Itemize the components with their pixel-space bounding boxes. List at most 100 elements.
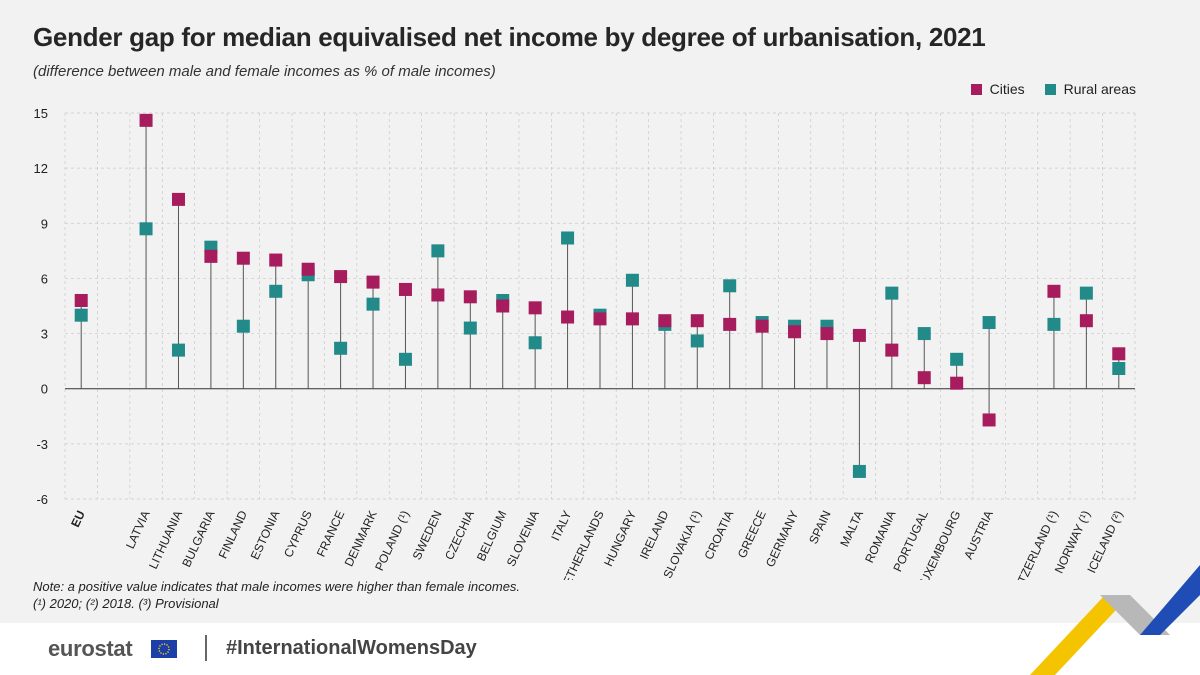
y-tick-label: -6 — [36, 492, 48, 507]
x-tick-label: SWEDEN — [410, 508, 445, 562]
cities-marker — [1047, 284, 1061, 298]
cities-marker — [301, 262, 315, 276]
x-tick-label: FRANCE — [314, 508, 348, 559]
legend-label-cities: Cities — [989, 81, 1025, 97]
cities-marker — [236, 251, 250, 265]
rural-swatch-icon — [1044, 83, 1056, 95]
x-tick-label: BELGIUM — [474, 508, 510, 563]
y-tick-label: 9 — [41, 216, 48, 231]
x-tick-label: ITALY — [548, 508, 574, 543]
cities-marker — [723, 317, 737, 331]
rural-marker — [334, 341, 348, 355]
rural-marker — [236, 319, 250, 333]
rural-marker — [852, 464, 866, 478]
x-tick-label: LATVIA — [123, 508, 153, 551]
rural-marker — [528, 336, 542, 350]
x-tick-label: BULGARIA — [179, 508, 217, 569]
footer-separator — [205, 635, 207, 661]
cities-marker — [788, 325, 802, 339]
x-tick-label: SPAIN — [806, 508, 834, 546]
legend-item-rural: Rural areas — [1044, 81, 1136, 97]
cities-marker — [269, 253, 283, 267]
cities-marker — [431, 288, 445, 302]
cities-marker — [334, 270, 348, 284]
y-tick-label: 3 — [41, 327, 48, 342]
cities-marker — [982, 413, 996, 427]
rural-marker — [74, 308, 88, 322]
legend-label-rural: Rural areas — [1063, 81, 1136, 97]
notes: Note: a positive value indicates that ma… — [33, 578, 520, 612]
cities-marker — [1079, 314, 1093, 328]
rural-marker — [982, 316, 996, 330]
cities-marker — [496, 299, 510, 313]
cities-marker — [139, 113, 153, 127]
note-line-2: (¹) 2020; (²) 2018. (³) Provisional — [33, 596, 219, 611]
rural-marker — [431, 244, 445, 258]
rural-marker — [1047, 317, 1061, 331]
rural-marker — [1079, 286, 1093, 300]
x-tick-label: EU — [68, 508, 88, 529]
cities-marker — [366, 275, 380, 289]
legend-item-cities: Cities — [970, 81, 1025, 97]
y-tick-label: 0 — [41, 382, 48, 397]
rural-marker — [561, 231, 575, 245]
chart-title: Gender gap for median equivalised net in… — [33, 22, 986, 52]
cities-marker — [171, 192, 185, 206]
x-tick-label: GERMANY — [763, 508, 801, 569]
cities-marker — [463, 290, 477, 304]
cities-marker — [561, 310, 575, 324]
rural-marker — [950, 352, 964, 366]
x-tick-label: ROMANIA — [862, 508, 898, 565]
x-tick-label: GREECE — [735, 508, 769, 560]
x-tick-label: MALTA — [837, 508, 866, 549]
y-tick-label: 15 — [34, 106, 48, 121]
rural-marker — [625, 273, 639, 287]
x-tick-label: POLAND (¹) — [372, 508, 412, 573]
cities-marker — [690, 314, 704, 328]
cities-marker — [950, 376, 964, 390]
cities-swatch-icon — [970, 83, 982, 95]
x-tick-label: FINLAND — [216, 508, 251, 561]
x-tick-label: AUSTRIA — [961, 508, 996, 561]
rural-marker — [723, 279, 737, 293]
chart-subtitle: (difference between male and female inco… — [33, 63, 496, 80]
x-tick-label: ESTONIA — [248, 508, 283, 561]
cities-marker — [74, 293, 88, 307]
cities-marker — [204, 249, 218, 263]
x-tick-label: DENMARK — [342, 508, 380, 568]
cities-marker — [528, 301, 542, 315]
x-tick-label: CROATIA — [702, 508, 737, 561]
cities-marker — [852, 328, 866, 342]
cities-marker — [917, 371, 931, 385]
rural-marker — [171, 343, 185, 357]
rural-marker — [139, 222, 153, 236]
rural-marker — [1112, 361, 1126, 375]
cities-marker — [820, 327, 834, 341]
hashtag: #InternationalWomensDay — [226, 637, 477, 659]
cities-marker — [658, 314, 672, 328]
eurostat-logo: eurostat — [48, 636, 133, 661]
footer: eurostat #InternationalWomensDay — [0, 623, 1200, 675]
note-line-1: Note: a positive value indicates that ma… — [33, 579, 521, 594]
cities-marker — [625, 312, 639, 326]
rural-marker — [885, 286, 899, 300]
x-tick-label: IRELAND — [637, 508, 672, 561]
rural-marker — [917, 327, 931, 341]
decorative-chevron-icon — [1030, 565, 1200, 675]
rural-marker — [690, 334, 704, 348]
y-tick-label: -3 — [36, 437, 48, 452]
x-tick-label: HUNGARY — [601, 508, 639, 568]
cities-marker — [1112, 347, 1126, 361]
x-tick-label: CZECHIA — [442, 508, 477, 562]
x-tick-label: SLOVENIA — [504, 508, 542, 568]
cities-marker — [593, 312, 607, 326]
cities-marker — [398, 282, 412, 296]
cities-marker — [755, 319, 769, 333]
rural-marker — [398, 352, 412, 366]
rural-marker — [269, 284, 283, 298]
cities-marker — [885, 343, 899, 357]
rural-marker — [463, 321, 477, 335]
rural-marker — [366, 297, 380, 311]
x-tick-label: CYPRUS — [281, 508, 315, 559]
